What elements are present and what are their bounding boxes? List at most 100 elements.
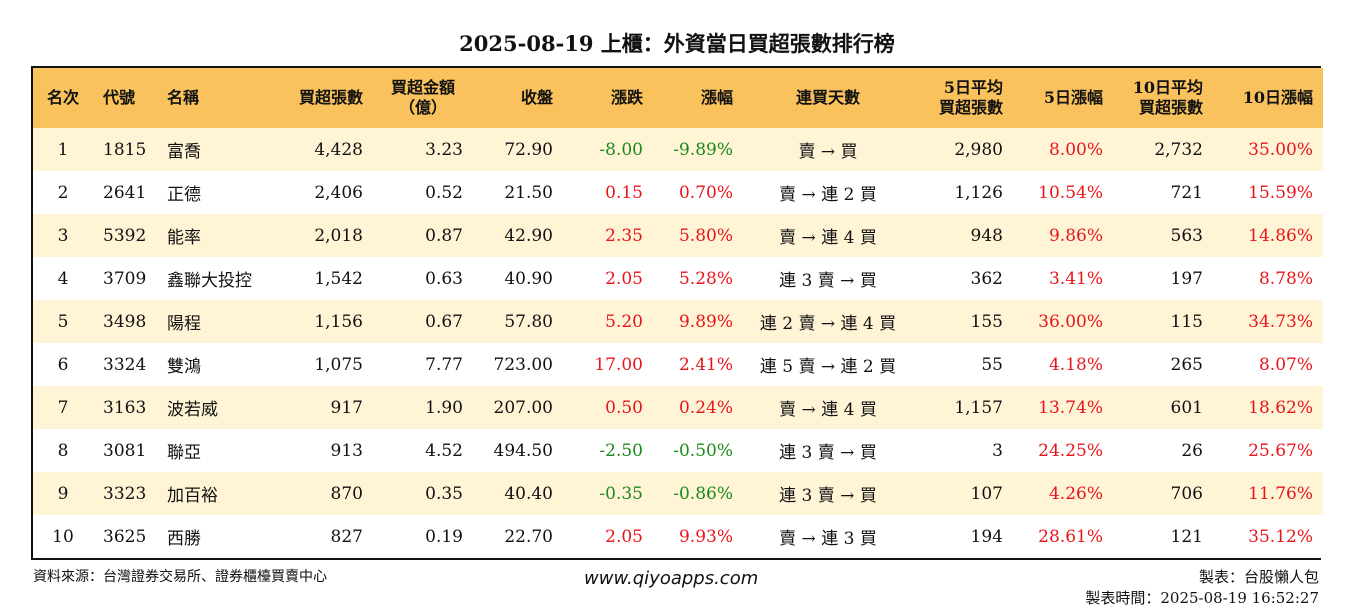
cell-chg5: 36.00% (1038, 311, 1103, 332)
header-net-buy-amount-line2: （億） (398, 98, 447, 117)
cell-code: 3323 (103, 483, 147, 504)
cell-close: 22.70 (504, 526, 553, 547)
cell-net-buy-amount: 0.19 (425, 526, 463, 547)
cell-net-buy-amount: 0.35 (425, 483, 463, 504)
cell-change-pct: -9.89% (673, 139, 733, 160)
cell-rank: 1 (57, 139, 69, 160)
cell-name: 雙鴻 (167, 357, 201, 377)
cell-change-pct: 5.80% (678, 225, 733, 246)
cell-rank: 8 (57, 440, 69, 461)
header-chg10: 10日漲幅 (1242, 88, 1313, 107)
cell-chg10: 14.86% (1248, 225, 1313, 246)
header-name: 名稱 (167, 88, 200, 107)
header-avg5-line1: 5日平均 (943, 78, 1003, 97)
cell-change-pct: 9.93% (678, 526, 733, 547)
cell-streak: 連 2 賣 → 連 4 買 (759, 314, 897, 334)
cell-streak: 賣 → 連 3 買 (779, 529, 877, 549)
cell-close: 494.50 (493, 440, 553, 461)
cell-avg10: 197 (1170, 268, 1203, 289)
cell-chg10: 8.07% (1258, 354, 1313, 375)
cell-avg5: 107 (970, 483, 1003, 504)
cell-streak: 賣 → 買 (798, 142, 858, 162)
cell-avg5: 1,157 (954, 397, 1003, 418)
cell-close: 40.40 (504, 483, 553, 504)
cell-code: 5392 (103, 225, 147, 246)
cell-avg5: 55 (981, 354, 1003, 375)
cell-net-buy-lots: 1,156 (314, 311, 363, 332)
header-avg10: 10日平均 買超張數 (1113, 68, 1213, 128)
header-avg5: 5日平均 買超張數 (913, 68, 1013, 128)
cell-net-buy-lots: 1,075 (314, 354, 363, 375)
cell-code: 3324 (103, 354, 147, 375)
header-change: 漲跌 (610, 88, 643, 107)
cell-avg5: 2,980 (954, 139, 1003, 160)
cell-change-pct: 0.70% (678, 182, 733, 203)
cell-streak: 連 3 賣 → 買 (779, 271, 877, 291)
cell-code: 3625 (103, 526, 147, 547)
cell-code: 3081 (103, 440, 147, 461)
cell-rank: 9 (57, 483, 69, 504)
cell-name: 聯亞 (167, 443, 201, 463)
table-maker: 製表：台股懶人包 (1198, 568, 1319, 586)
cell-avg5: 362 (970, 268, 1003, 289)
header-chg5: 5日漲幅 (1043, 88, 1103, 107)
cell-avg10: 121 (1170, 526, 1203, 547)
cell-change-pct: -0.86% (673, 483, 733, 504)
header-net-buy-amount-line1: 買超金額 (390, 78, 455, 97)
table-row: 3 5392 能率 2,018 0.87 42.90 2.35 5.80% 賣 → 連 4 買 9… (33, 214, 1323, 257)
cell-net-buy-lots: 917 (330, 397, 363, 418)
made-time: 製表時間：2025-08-19 16:52:27 (1085, 589, 1319, 607)
header-net-buy-lots: 買超張數 (298, 88, 363, 107)
cell-net-buy-amount: 0.63 (425, 268, 463, 289)
cell-avg10: 601 (1170, 397, 1203, 418)
cell-streak: 連 5 賣 → 連 2 買 (759, 357, 897, 377)
cell-streak: 連 3 賣 → 買 (779, 443, 877, 463)
cell-avg10: 115 (1170, 311, 1203, 332)
cell-code: 3709 (103, 268, 147, 289)
cell-net-buy-amount: 0.87 (425, 225, 463, 246)
cell-avg10: 265 (1170, 354, 1203, 375)
header-avg10-line1: 10日平均 (1132, 78, 1203, 97)
cell-net-buy-amount: 7.77 (425, 354, 463, 375)
cell-name: 波若威 (167, 400, 218, 420)
cell-rank: 5 (57, 311, 69, 332)
cell-chg5: 28.61% (1038, 526, 1103, 547)
table-row: 9 3323 加百裕 870 0.35 40.40 -0.35 -0.86% 連 3 賣 → 買… (33, 472, 1323, 515)
cell-chg5: 4.18% (1048, 354, 1103, 375)
header-avg10-line2: 買超張數 (1138, 98, 1203, 117)
header-change-pct: 漲幅 (700, 88, 733, 107)
cell-net-buy-amount: 4.52 (425, 440, 463, 461)
cell-name: 能率 (167, 228, 201, 248)
cell-net-buy-lots: 2,018 (314, 225, 363, 246)
cell-close: 42.90 (504, 225, 553, 246)
cell-close: 72.90 (504, 139, 553, 160)
cell-chg10: 35.00% (1248, 139, 1313, 160)
cell-net-buy-amount: 0.67 (425, 311, 463, 332)
cell-change-pct: 5.28% (678, 268, 733, 289)
cell-net-buy-amount: 1.90 (425, 397, 463, 418)
cell-chg10: 35.12% (1248, 526, 1313, 547)
cell-change-pct: 9.89% (678, 311, 733, 332)
cell-avg5: 3 (992, 440, 1003, 461)
cell-change: -8.00 (599, 139, 643, 160)
cell-streak: 賣 → 連 4 買 (779, 228, 877, 248)
page-title: 2025-08-19 上櫃：外資當日買超張數排行榜 (459, 31, 895, 56)
cell-chg10: 8.78% (1258, 268, 1313, 289)
cell-close: 21.50 (504, 182, 553, 203)
cell-chg5: 10.54% (1038, 182, 1103, 203)
cell-rank: 2 (57, 182, 69, 203)
cell-close: 40.90 (504, 268, 553, 289)
website-link[interactable]: www.qiyoapps.com (584, 568, 759, 589)
table-row: 6 3324 雙鴻 1,075 7.77 723.00 17.00 2.41% 連 5 賣 → … (33, 343, 1323, 386)
header-rank: 名次 (46, 88, 79, 107)
cell-change: 0.50 (605, 397, 643, 418)
cell-change: 2.05 (605, 268, 643, 289)
cell-change: 5.20 (605, 311, 643, 332)
cell-chg5: 4.26% (1048, 483, 1103, 504)
cell-avg10: 563 (1170, 225, 1203, 246)
cell-rank: 3 (57, 225, 69, 246)
header-close: 收盤 (520, 88, 553, 107)
cell-chg10: 34.73% (1248, 311, 1313, 332)
cell-net-buy-lots: 827 (330, 526, 363, 547)
cell-code: 1815 (103, 139, 147, 160)
